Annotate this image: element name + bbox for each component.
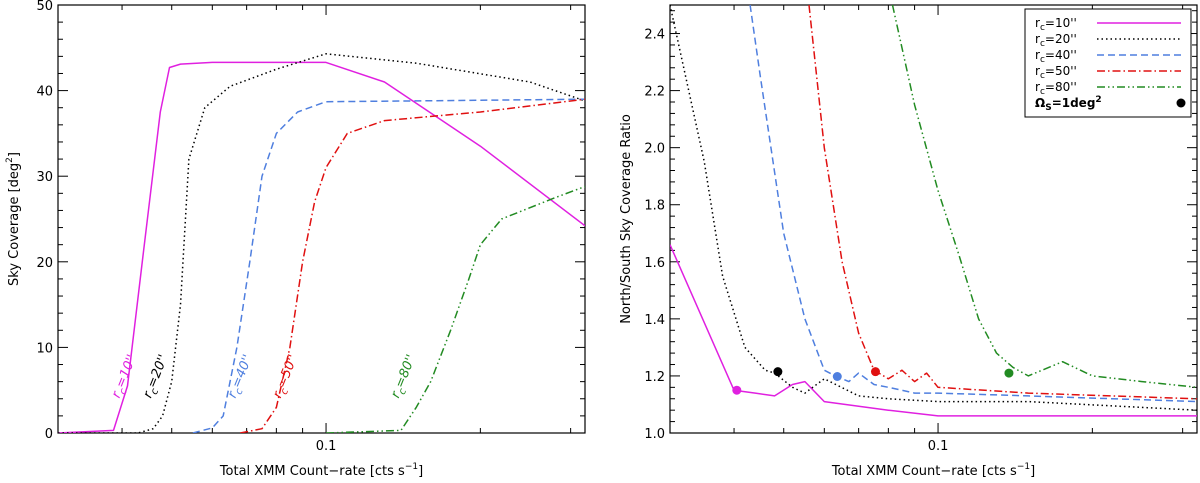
annotation-rest: =20''	[145, 352, 172, 390]
plot-frame	[669, 4, 1198, 434]
x-axis-label: Total XMM Count−rate [cts s−1]	[219, 462, 423, 479]
y-tick-label: 10	[36, 341, 53, 356]
x-tick-label: 0.1	[316, 439, 337, 454]
legend-label-rest: =10''	[1045, 16, 1077, 30]
series-line-3	[808, 5, 1197, 400]
y-tick-label: 20	[36, 256, 53, 271]
legend-marker-sub: S	[1045, 103, 1051, 113]
annotation-sub: c	[279, 387, 291, 397]
right-panel-coverage-ratio: 0.1 1.0 1.2 1.4 1.6 1.8 2.0 2.2 2.4 Total XMM Cou…	[619, 4, 1198, 479]
y-tick-label: 1.2	[644, 370, 665, 385]
series-group	[58, 53, 585, 433]
curve-annotation: rc=80''	[388, 352, 422, 401]
annotation-sub: c	[118, 387, 130, 397]
annotation-rest: =40''	[229, 352, 256, 390]
y-tick-label: 30	[36, 170, 53, 185]
x-axis-label-end: ]	[418, 464, 423, 479]
legend-label-base: r	[1035, 32, 1040, 46]
y-tick-label: 1.8	[644, 199, 665, 214]
annotation-sub: c	[234, 387, 246, 397]
legend-label-rest: =20''	[1045, 32, 1077, 46]
y-tick-label: 2.2	[644, 85, 665, 100]
y-axis-label-end: ]	[7, 152, 22, 157]
legend-label-sub: c	[1040, 71, 1045, 81]
annotation-rest: =50''	[274, 352, 301, 390]
legend-label-rest: =50''	[1045, 64, 1077, 78]
series-line-1	[670, 5, 1197, 411]
series-line-0	[58, 61, 585, 433]
legend-label-base: r	[1035, 64, 1040, 78]
legend-label: rc=80''	[1035, 80, 1077, 97]
x-tick-label: 0.1	[928, 439, 949, 454]
legend-label-sub: c	[1040, 39, 1045, 49]
legend-marker-sup: 2	[1095, 95, 1101, 105]
curve-annotation: rc=40''	[225, 352, 259, 401]
legend-marker-rest: =1deg	[1052, 96, 1096, 110]
y-axis-label-sup: 2	[5, 157, 15, 163]
legend-label: rc=20''	[1035, 32, 1077, 49]
curve-annotation: rc=50''	[270, 352, 304, 401]
legend-label-sub: c	[1040, 23, 1045, 33]
y-axis-label-main: Sky Coverage [deg	[7, 163, 22, 286]
y-tick-label: 2.4	[644, 28, 665, 43]
annotation-rest: =10''	[113, 352, 140, 390]
series-line-2	[192, 98, 585, 433]
curve-annotation: rc=20''	[141, 352, 175, 401]
ratio-marker-1	[773, 367, 783, 377]
annotation-rest: =80''	[392, 352, 419, 390]
plot-frame	[57, 4, 586, 434]
ratio-marker-4	[1004, 368, 1014, 378]
x-axis-label-sup: −1	[1017, 462, 1030, 472]
x-axis-label-end: ]	[1030, 464, 1035, 479]
legend-label-sub: c	[1040, 87, 1045, 97]
x-axis-label: Total XMM Count−rate [cts s−1]	[831, 462, 1035, 479]
legend-label-rest: =80''	[1045, 80, 1077, 94]
y-tick-label: 1.0	[644, 427, 665, 442]
x-axis-label-main: Total XMM Count−rate [cts s	[831, 464, 1017, 479]
legend-label-rest: =40''	[1045, 48, 1077, 62]
legend-label-base: r	[1035, 16, 1040, 30]
ratio-marker-3	[870, 367, 880, 377]
series-group	[670, 5, 1197, 417]
series-line-1	[58, 53, 585, 433]
legend-label-base: r	[1035, 48, 1040, 62]
x-minor-ticks	[57, 5, 572, 433]
x-axis-label-sup: −1	[405, 462, 418, 472]
y-tick-label: 1.4	[644, 313, 665, 328]
legend-label: rc=50''	[1035, 64, 1077, 81]
annotation-sub: c	[397, 387, 409, 397]
ratio-marker-0	[732, 385, 742, 395]
legend: rc=10''rc=20''rc=40''rc=50''rc=80''ΩS=1d…	[1024, 8, 1192, 118]
legend-label: rc=40''	[1035, 48, 1077, 65]
legend-marker-dot	[1176, 98, 1186, 108]
series-line-0	[670, 244, 1197, 417]
annotation-sub: c	[149, 387, 161, 397]
series-line-4	[891, 5, 1197, 389]
legend-label-base: r	[1035, 80, 1040, 94]
x-axis-label-main: Total XMM Count−rate [cts s	[219, 464, 405, 479]
legend-marker-label: ΩS=1deg2	[1035, 95, 1102, 113]
y-axis-label-main: North/South Sky Coverage Ratio	[619, 114, 634, 324]
series-line-2	[749, 5, 1197, 403]
legend-box	[1024, 8, 1192, 118]
legend-marker-base: Ω	[1035, 96, 1045, 110]
legend-label-sub: c	[1040, 55, 1045, 65]
y-tick-label: 50	[36, 0, 53, 14]
y-tick-label: 40	[36, 85, 53, 100]
y-tick-label: 2.0	[644, 142, 665, 157]
series-line-3	[240, 98, 585, 433]
y-axis-label: Sky Coverage [deg2]	[5, 152, 22, 286]
y-axis-label: North/South Sky Coverage Ratio	[619, 114, 634, 324]
x-minor-ticks	[669, 5, 1184, 433]
y-tick-label: 0	[45, 427, 53, 442]
y-tick-label: 1.6	[644, 256, 665, 271]
legend-label: rc=10''	[1035, 16, 1077, 33]
series-line-4	[325, 185, 585, 433]
left-panel-sky-coverage: 0.1 0 10 20 30 40 50 Total XMM Count−rate [cts …	[5, 0, 586, 479]
curve-annotation: rc=10''	[109, 352, 143, 401]
ratio-marker-2	[832, 372, 842, 382]
